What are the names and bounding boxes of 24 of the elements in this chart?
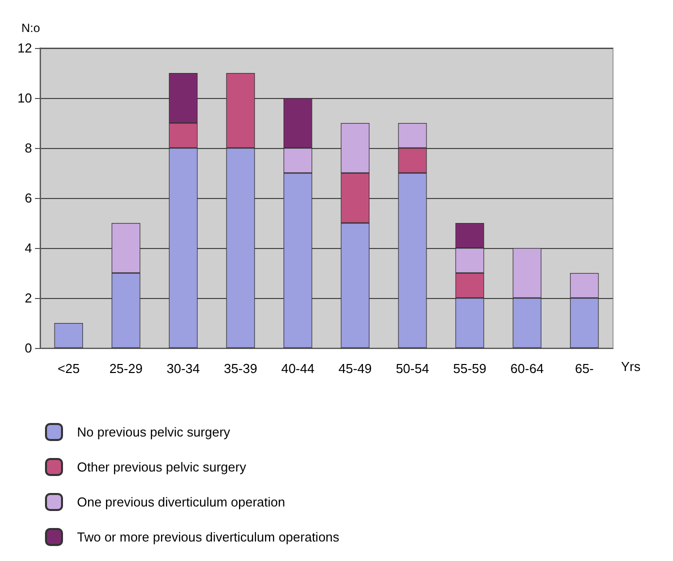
y-tick-label: 2 [24, 290, 32, 306]
x-tick-label: 25-29 [109, 361, 143, 376]
legend-label: No previous pelvic surgery [77, 424, 231, 440]
y-tick-label: 8 [24, 140, 32, 156]
x-tick-label: 50-54 [396, 361, 430, 376]
x-tick-label: 55-59 [453, 361, 486, 376]
y-tick-label: 12 [18, 40, 32, 56]
bar [54, 323, 83, 348]
x-tick-label: 40-44 [281, 361, 314, 376]
legend-label: Two or more previous diverticulum operations [77, 530, 340, 544]
y-tick-label: 6 [24, 190, 32, 206]
x-tick-label: 65- [574, 361, 594, 376]
y-tick-label: 0 [24, 340, 32, 356]
y-tick-label: 10 [18, 90, 32, 106]
y-axis-title: N:o [21, 21, 40, 35]
x-axis-title: Yrs [621, 359, 641, 374]
y-tick-label: 4 [24, 240, 32, 256]
legend-label: Other previous pelvic surgery [77, 460, 247, 474]
x-tick-label: 35-39 [224, 361, 258, 376]
x-tick-label: 30-34 [166, 361, 200, 376]
x-tick-label: <25 [58, 361, 80, 376]
x-tick-label: 60-64 [510, 361, 544, 376]
legend-label: One previous diverticulum operation [77, 494, 286, 510]
x-tick-label: 45-49 [338, 361, 372, 376]
